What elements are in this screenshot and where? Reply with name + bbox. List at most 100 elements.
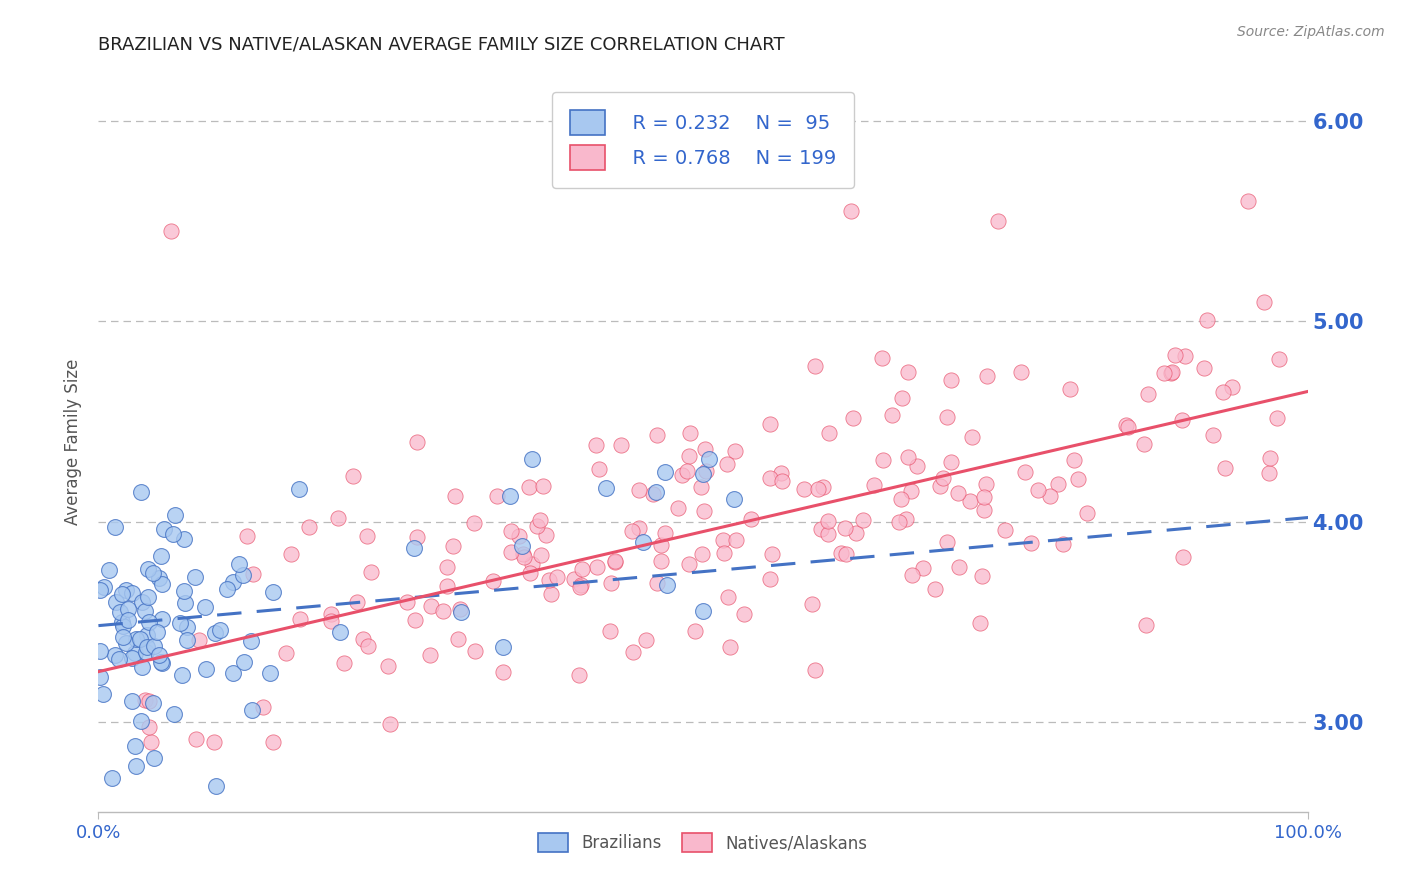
Point bbox=[131, 595, 153, 609]
Point bbox=[683, 624, 706, 638]
Point bbox=[650, 554, 672, 568]
Point bbox=[890, 391, 912, 405]
Point bbox=[194, 662, 217, 676]
Point bbox=[870, 351, 893, 365]
Point bbox=[1063, 453, 1085, 467]
Point bbox=[568, 581, 591, 595]
Point bbox=[1019, 536, 1042, 550]
Point bbox=[512, 548, 534, 562]
Point bbox=[404, 613, 426, 627]
Point bbox=[1116, 420, 1139, 434]
Point bbox=[117, 613, 139, 627]
Point bbox=[89, 582, 111, 597]
Point bbox=[936, 409, 959, 424]
Point bbox=[863, 478, 886, 492]
Point bbox=[242, 566, 264, 581]
Point bbox=[449, 602, 471, 616]
Point bbox=[1171, 413, 1194, 427]
Text: Source: ZipAtlas.com: Source: ZipAtlas.com bbox=[1237, 25, 1385, 39]
Point bbox=[89, 644, 111, 658]
Point bbox=[111, 619, 134, 633]
Point bbox=[101, 771, 124, 785]
Point bbox=[360, 565, 382, 579]
Point bbox=[960, 430, 983, 444]
Point bbox=[274, 646, 297, 660]
Point bbox=[165, 508, 187, 523]
Point bbox=[326, 511, 349, 525]
Point bbox=[252, 700, 274, 714]
Point bbox=[1192, 361, 1215, 376]
Point bbox=[758, 471, 780, 485]
Point bbox=[689, 480, 711, 494]
Point bbox=[811, 480, 834, 494]
Point bbox=[588, 462, 610, 476]
Point bbox=[131, 660, 153, 674]
Point bbox=[139, 734, 162, 748]
Point bbox=[1066, 472, 1088, 486]
Point bbox=[650, 538, 672, 552]
Point bbox=[605, 554, 627, 568]
Point bbox=[818, 426, 841, 441]
Point bbox=[142, 696, 165, 710]
Point bbox=[1197, 313, 1219, 327]
Point bbox=[959, 494, 981, 508]
Point bbox=[675, 464, 697, 478]
Point bbox=[724, 444, 747, 458]
Point bbox=[482, 574, 505, 589]
Point bbox=[973, 490, 995, 504]
Point bbox=[758, 417, 780, 432]
Point bbox=[901, 567, 924, 582]
Point bbox=[1046, 477, 1069, 491]
Point bbox=[534, 528, 557, 542]
Point bbox=[173, 583, 195, 598]
Point bbox=[692, 467, 714, 481]
Point bbox=[176, 620, 198, 634]
Point bbox=[529, 513, 551, 527]
Point bbox=[91, 687, 114, 701]
Point bbox=[759, 572, 782, 586]
Point bbox=[115, 583, 138, 598]
Point bbox=[124, 739, 146, 753]
Point bbox=[654, 466, 676, 480]
Point bbox=[571, 561, 593, 575]
Point bbox=[169, 616, 191, 631]
Point bbox=[1028, 483, 1050, 497]
Point bbox=[1076, 506, 1098, 520]
Point bbox=[723, 492, 745, 507]
Point bbox=[346, 595, 368, 609]
Point bbox=[834, 521, 856, 535]
Point bbox=[240, 703, 263, 717]
Point bbox=[396, 595, 419, 609]
Point bbox=[897, 365, 920, 379]
Point bbox=[143, 640, 166, 654]
Point bbox=[436, 560, 458, 574]
Point bbox=[654, 526, 676, 541]
Point bbox=[530, 549, 553, 563]
Point bbox=[205, 779, 228, 793]
Point bbox=[128, 632, 150, 647]
Point bbox=[298, 520, 321, 534]
Point bbox=[444, 489, 467, 503]
Point bbox=[627, 521, 650, 535]
Point bbox=[184, 570, 207, 584]
Point bbox=[803, 663, 825, 677]
Point bbox=[129, 714, 152, 729]
Point bbox=[136, 591, 159, 605]
Point bbox=[356, 529, 378, 543]
Point bbox=[432, 604, 454, 618]
Point bbox=[115, 636, 138, 650]
Point bbox=[537, 574, 560, 588]
Point bbox=[228, 557, 250, 571]
Point bbox=[693, 503, 716, 517]
Point bbox=[138, 615, 160, 629]
Point bbox=[146, 624, 169, 639]
Point bbox=[232, 567, 254, 582]
Point bbox=[519, 566, 541, 581]
Point bbox=[911, 560, 934, 574]
Point bbox=[770, 474, 793, 488]
Point bbox=[1237, 194, 1260, 209]
Point bbox=[222, 574, 245, 589]
Point bbox=[761, 547, 783, 561]
Point bbox=[290, 612, 312, 626]
Point bbox=[610, 438, 633, 452]
